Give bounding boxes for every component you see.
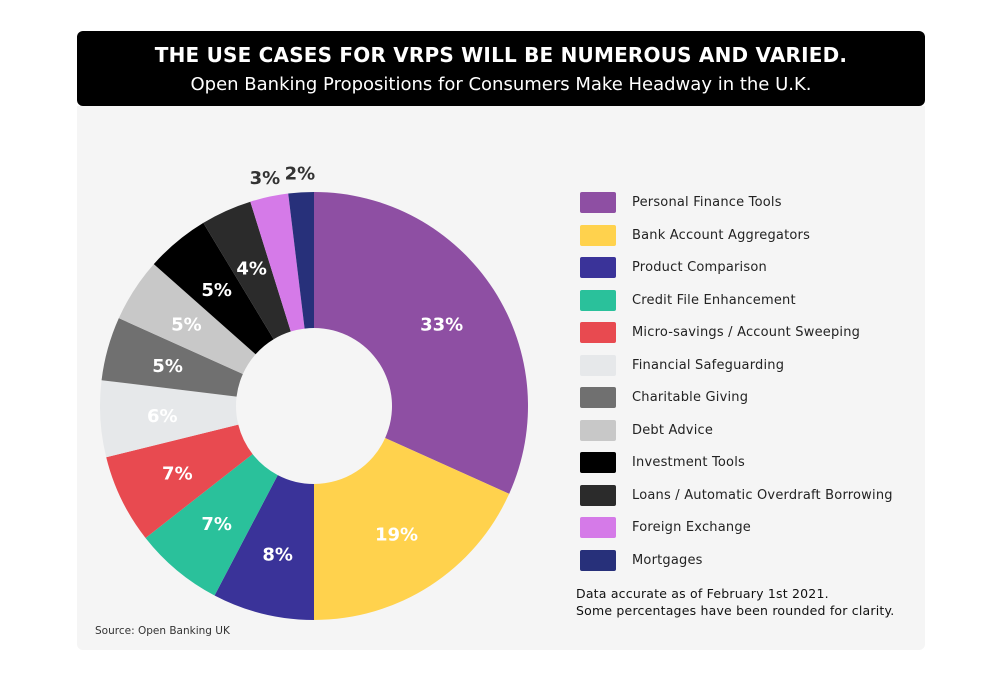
- legend-label: Product Comparison: [632, 260, 767, 275]
- legend-item: Loans / Automatic Overdraft Borrowing: [580, 484, 893, 518]
- legend-item: Micro-savings / Account Sweeping: [580, 322, 893, 355]
- donut-slice: [145, 454, 278, 596]
- footnote-line: Some percentages have been rounded for c…: [576, 603, 895, 618]
- slice-value-label: 4%: [236, 258, 267, 279]
- legend-swatch: [580, 387, 616, 408]
- source-note: Source: Open Banking UK: [95, 625, 230, 637]
- legend-label: Micro-savings / Account Sweeping: [632, 325, 861, 340]
- donut-slice: [118, 264, 256, 374]
- slice-value-label: 33%: [420, 314, 463, 335]
- donut-slice: [250, 193, 305, 332]
- legend-label: Loans / Automatic Overdraft Borrowing: [632, 487, 893, 503]
- donut-slice: [314, 438, 510, 620]
- legend-swatch: [580, 452, 616, 473]
- legend-item: Personal Finance Tools: [580, 192, 893, 225]
- slice-value-label: 8%: [262, 545, 293, 566]
- chart-subtitle: Open Banking Propositions for Consumers …: [190, 74, 812, 95]
- legend-label: Personal Finance Tools: [632, 195, 782, 210]
- legend-swatch: [580, 517, 616, 538]
- legend-item: Charitable Giving: [580, 387, 893, 420]
- legend-label: Debt Advice: [632, 422, 714, 438]
- legend-item: Foreign Exchange: [580, 517, 893, 550]
- legend-label: Mortgages: [632, 552, 703, 568]
- slice-value-label: 19%: [375, 525, 418, 546]
- donut-slice: [288, 192, 314, 329]
- legend-swatch: [580, 192, 616, 213]
- legend-label: Bank Account Aggregators: [632, 227, 811, 243]
- legend-item: Financial Safeguarding: [580, 354, 893, 388]
- slice-value-label: 5%: [171, 314, 202, 335]
- legend-swatch: [580, 289, 616, 311]
- footnote: Data accurate as of February 1st 2021. S…: [576, 585, 894, 619]
- legend-item: Credit File Enhancement: [580, 289, 893, 323]
- legend-swatch: [580, 257, 616, 278]
- slice-value-label: 3%: [250, 168, 281, 189]
- legend: Personal Finance Tools Bank Account Aggre…: [580, 192, 893, 582]
- legend-swatch: [580, 354, 616, 376]
- legend-swatch: [580, 549, 616, 571]
- legend-swatch: [580, 224, 616, 246]
- legend-swatch: [580, 484, 616, 506]
- legend-label: Credit File Enhancement: [632, 292, 796, 308]
- slice-value-label: 7%: [201, 514, 232, 535]
- legend-swatch: [580, 322, 616, 343]
- legend-label: Charitable Giving: [632, 390, 749, 405]
- legend-label: Foreign Exchange: [632, 520, 751, 535]
- legend-label: Investment Tools: [632, 455, 745, 470]
- chart-title: THE USE CASES FOR VRPS WILL BE NUMEROUS …: [154, 43, 848, 67]
- donut-slice: [99, 380, 239, 458]
- slice-value-label: 5%: [152, 356, 183, 377]
- legend-item: Bank Account Aggregators: [580, 224, 893, 258]
- slice-value-label: 6%: [147, 406, 178, 427]
- legend-swatch: [580, 419, 616, 441]
- slice-value-label: 2%: [285, 163, 316, 184]
- legend-label: Financial Safeguarding: [632, 357, 785, 373]
- donut-slice: [214, 475, 314, 620]
- legend-item: Mortgages: [580, 549, 893, 583]
- donut-slice: [101, 318, 243, 397]
- legend-item: Investment Tools: [580, 452, 893, 485]
- legend-item: Product Comparison: [580, 257, 893, 290]
- donut-slice: [203, 201, 291, 340]
- donut-slice: [153, 222, 274, 355]
- slice-value-label: 5%: [201, 280, 232, 301]
- chart-header: THE USE CASES FOR VRPS WILL BE NUMEROUS …: [77, 31, 925, 106]
- footnote-line: Data accurate as of February 1st 2021.: [576, 586, 829, 601]
- donut-slice: [106, 424, 253, 538]
- slice-value-label: 7%: [162, 464, 193, 485]
- donut-slice: [314, 192, 528, 494]
- legend-item: Debt Advice: [580, 419, 893, 453]
